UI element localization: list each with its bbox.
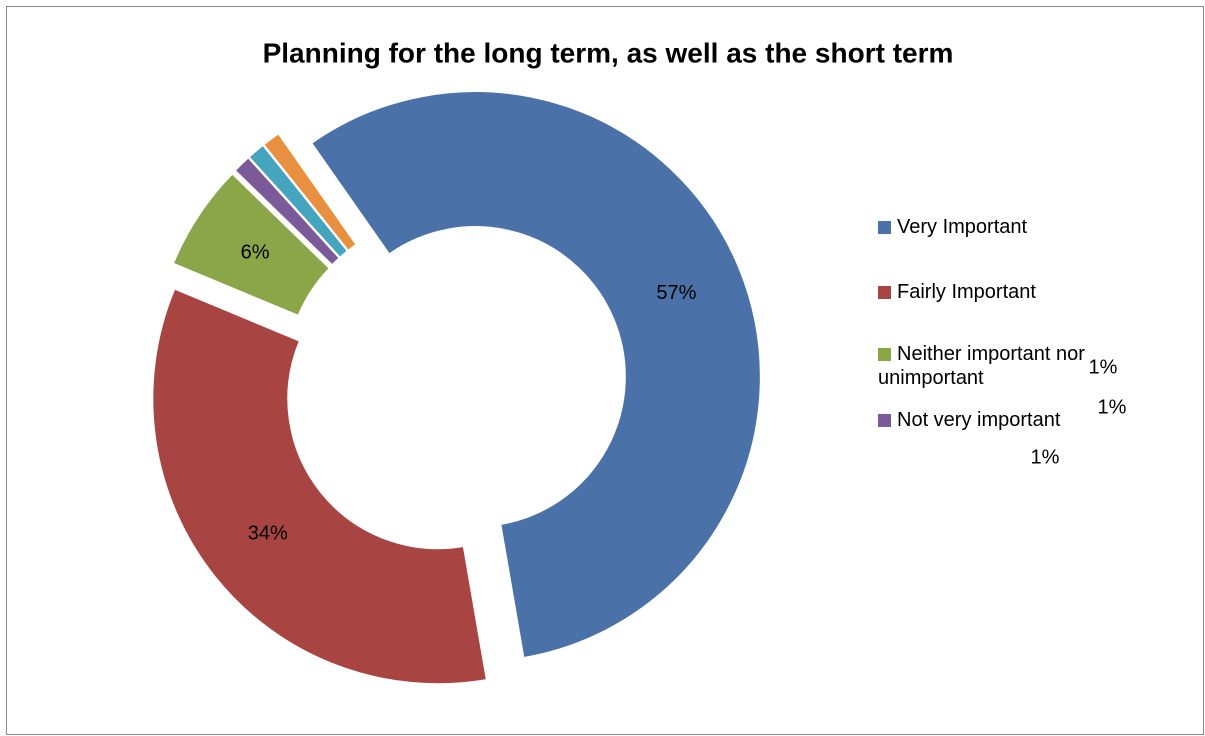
data-label: 34% — [248, 523, 288, 545]
legend-label: Fairly Important — [897, 281, 1036, 303]
frame — [6, 6, 1204, 735]
donut-segment — [234, 157, 340, 266]
data-label: 57% — [656, 282, 696, 304]
legend-label: Neither important nor unimportant — [878, 343, 1085, 389]
donut-segment — [172, 173, 330, 316]
legend-label: Very Important — [897, 216, 1028, 238]
legend-label: Not very important — [897, 409, 1061, 431]
legend-swatch — [878, 221, 891, 234]
legend-item: Not very important — [878, 408, 1128, 432]
legend-item: Very Important — [878, 215, 1128, 239]
data-label: 6% — [241, 241, 270, 263]
legend-swatch — [878, 414, 891, 427]
donut-segment — [152, 288, 487, 685]
chart-title: Planning for the long term, as well as t… — [263, 37, 954, 68]
data-label: 1% — [1089, 356, 1118, 378]
legend-swatch — [878, 348, 891, 361]
legend-item: Neither important nor unimportant — [878, 342, 1128, 390]
legend-item: Fairly Important — [878, 280, 1128, 304]
data-label: 1% — [1098, 396, 1127, 418]
legend-swatch — [878, 286, 891, 299]
donut-segment — [248, 144, 348, 258]
data-label: 1% — [1031, 446, 1060, 468]
donut-segment — [311, 91, 761, 659]
donut-segment — [263, 133, 357, 251]
